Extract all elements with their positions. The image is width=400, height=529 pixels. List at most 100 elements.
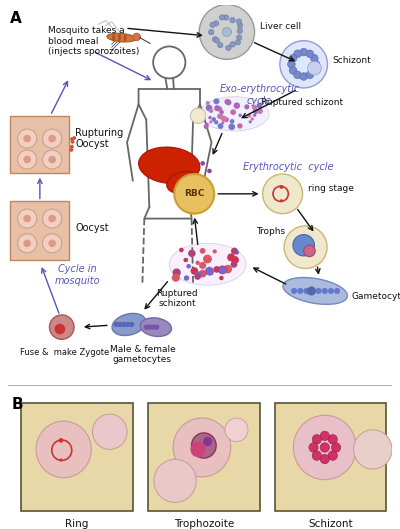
Circle shape: [223, 15, 229, 20]
Circle shape: [172, 273, 180, 282]
Circle shape: [60, 459, 62, 462]
Circle shape: [114, 322, 119, 327]
Circle shape: [214, 105, 220, 111]
Circle shape: [237, 123, 242, 129]
Text: Fuse &  make Zygote: Fuse & make Zygote: [20, 348, 109, 357]
Circle shape: [334, 288, 340, 294]
Text: Ruptured schizont: Ruptured schizont: [262, 98, 344, 107]
Circle shape: [18, 234, 37, 253]
Ellipse shape: [124, 34, 127, 41]
Ellipse shape: [107, 33, 136, 42]
Ellipse shape: [118, 34, 121, 41]
Circle shape: [42, 209, 62, 228]
FancyBboxPatch shape: [10, 202, 70, 260]
Circle shape: [71, 140, 74, 144]
Circle shape: [70, 148, 73, 152]
Circle shape: [297, 288, 303, 294]
Text: Erythrocytic  cycle: Erythrocytic cycle: [243, 162, 334, 172]
Circle shape: [48, 156, 56, 163]
Text: Trophozoite: Trophozoite: [174, 519, 234, 529]
Circle shape: [192, 433, 216, 458]
Circle shape: [118, 322, 123, 327]
Circle shape: [209, 120, 212, 124]
Circle shape: [147, 324, 152, 330]
Text: ring stage: ring stage: [308, 184, 353, 193]
Circle shape: [306, 50, 314, 58]
Circle shape: [230, 261, 237, 268]
Circle shape: [303, 288, 310, 294]
Circle shape: [190, 108, 206, 123]
Circle shape: [54, 324, 65, 334]
Circle shape: [230, 17, 235, 23]
Circle shape: [174, 174, 214, 214]
Circle shape: [18, 150, 37, 169]
Ellipse shape: [169, 243, 246, 285]
Circle shape: [203, 437, 212, 446]
Circle shape: [328, 451, 337, 460]
Circle shape: [224, 99, 230, 105]
Circle shape: [23, 135, 31, 142]
Circle shape: [291, 288, 297, 294]
Text: Mosquito takes a
blood meal
(injects sporozoites): Mosquito takes a blood meal (injects spo…: [48, 26, 140, 56]
Circle shape: [289, 54, 297, 62]
Circle shape: [234, 103, 240, 109]
Ellipse shape: [140, 318, 172, 336]
Circle shape: [230, 42, 235, 47]
Circle shape: [228, 123, 235, 130]
Circle shape: [256, 103, 262, 108]
Text: Rupturing
Oocyst: Rupturing Oocyst: [75, 128, 124, 149]
Circle shape: [221, 121, 224, 124]
Circle shape: [304, 245, 315, 257]
Circle shape: [92, 414, 127, 450]
FancyBboxPatch shape: [22, 403, 133, 512]
Circle shape: [306, 71, 314, 79]
Circle shape: [328, 434, 337, 444]
Circle shape: [199, 262, 206, 269]
Circle shape: [172, 268, 181, 277]
Circle shape: [257, 108, 263, 114]
Circle shape: [262, 174, 302, 214]
Circle shape: [252, 105, 257, 110]
Circle shape: [332, 443, 341, 452]
Circle shape: [322, 288, 328, 294]
Circle shape: [235, 40, 240, 45]
Circle shape: [222, 28, 232, 37]
Circle shape: [288, 60, 295, 68]
Circle shape: [227, 253, 235, 261]
Circle shape: [293, 415, 356, 480]
Circle shape: [212, 37, 218, 42]
Circle shape: [194, 273, 201, 280]
Circle shape: [72, 136, 76, 140]
Circle shape: [294, 71, 301, 79]
Circle shape: [202, 176, 206, 181]
Circle shape: [253, 108, 258, 114]
Circle shape: [214, 21, 219, 26]
Circle shape: [238, 23, 243, 28]
Circle shape: [217, 113, 223, 119]
Circle shape: [23, 156, 31, 163]
Text: Cycle in
mosquito: Cycle in mosquito: [54, 264, 100, 286]
Circle shape: [244, 104, 250, 110]
Circle shape: [206, 105, 212, 111]
Circle shape: [48, 240, 56, 247]
Circle shape: [218, 42, 223, 48]
FancyBboxPatch shape: [275, 403, 386, 512]
Circle shape: [280, 199, 283, 202]
Circle shape: [203, 254, 212, 263]
Circle shape: [129, 322, 134, 327]
Circle shape: [208, 30, 214, 35]
Circle shape: [218, 266, 227, 275]
Circle shape: [184, 258, 188, 262]
Text: Oocyst: Oocyst: [75, 223, 109, 233]
Circle shape: [312, 60, 320, 68]
Circle shape: [312, 451, 322, 460]
Ellipse shape: [283, 278, 348, 304]
Circle shape: [237, 28, 242, 33]
Circle shape: [190, 442, 206, 457]
Circle shape: [218, 266, 226, 274]
Circle shape: [289, 67, 297, 74]
Circle shape: [154, 459, 196, 503]
Circle shape: [300, 72, 308, 80]
Circle shape: [209, 108, 213, 113]
Circle shape: [214, 38, 220, 43]
